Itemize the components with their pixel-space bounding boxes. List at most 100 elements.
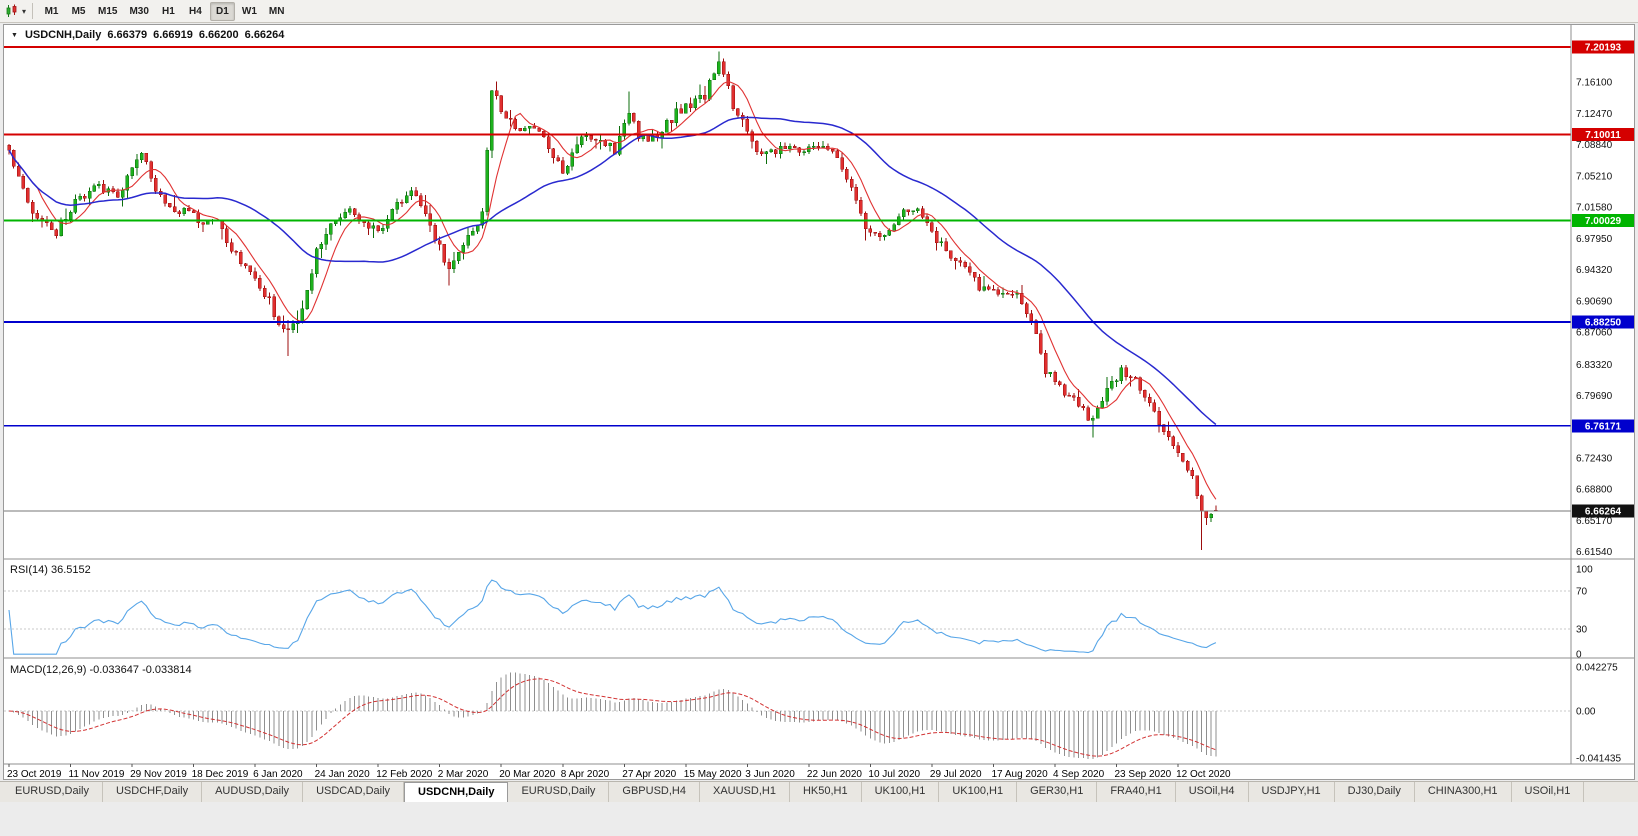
- candle-up: [87, 191, 92, 199]
- timeframe-button-m5[interactable]: M5: [71, 5, 86, 17]
- price-axis-label: 6.83320: [1576, 360, 1613, 371]
- candle-up: [901, 209, 906, 217]
- timeframe-button-w1[interactable]: W1: [241, 5, 257, 17]
- chart-tab-usdcnh-daily[interactable]: USDCNH,Daily: [404, 782, 509, 802]
- candle-down: [1086, 407, 1090, 421]
- chart-tab-xauusd-h1[interactable]: XAUUSD,H1: [700, 782, 790, 802]
- chart-tab-usoil-h1[interactable]: USOil,H1: [1512, 782, 1585, 802]
- level-price-badge: [1572, 40, 1634, 54]
- date-axis-label: 27 Apr 2020: [622, 769, 676, 779]
- candle-up: [329, 223, 333, 235]
- chart-canvas[interactable]: 7.16100 7.12470 7.08840 7.05210 7.01580 6.979…: [4, 25, 1634, 779]
- chart-tab-hk50-h1[interactable]: HK50,H1: [790, 782, 862, 802]
- candle-down: [1138, 377, 1142, 391]
- price-badge-label: 7.00029: [1585, 216, 1622, 227]
- candle-up: [684, 103, 688, 114]
- candle-down: [854, 187, 858, 201]
- candle-down: [1081, 405, 1086, 408]
- chart-tab-ger30-h1[interactable]: GER30,H1: [1017, 782, 1098, 802]
- chart-tab-uk100-h1[interactable]: UK100,H1: [939, 782, 1018, 802]
- chart-tab-gbpusd-h4[interactable]: GBPUSD,H4: [609, 782, 700, 802]
- timeframe-button-m1[interactable]: M1: [44, 5, 59, 17]
- candle-up: [461, 245, 466, 253]
- candle-down: [26, 187, 30, 203]
- ma-slow-line: [8, 116, 1217, 426]
- candle-down: [1062, 384, 1067, 396]
- date-axis-label: 22 Jun 2020: [807, 769, 862, 779]
- candle-up: [717, 61, 721, 74]
- candle-down: [1147, 396, 1152, 404]
- candle-down: [1195, 475, 1199, 497]
- candle-down: [1162, 424, 1166, 432]
- chart-tab-uk100-h1[interactable]: UK100,H1: [862, 782, 940, 802]
- candle-down: [1010, 293, 1015, 296]
- candle-up: [300, 308, 305, 322]
- candle-down: [669, 119, 674, 123]
- timeframe-button-m15[interactable]: M15: [98, 5, 118, 17]
- chart-type-caret-icon[interactable]: ▾: [22, 6, 27, 16]
- rsi-axis-label: 0: [1576, 650, 1582, 661]
- timeframe-button-mn[interactable]: MN: [268, 5, 285, 17]
- rsi-axis-label: 30: [1576, 624, 1588, 635]
- timeframe-button-h1[interactable]: H1: [162, 5, 175, 17]
- chart-tab-china300-h1[interactable]: CHINA300,H1: [1415, 782, 1512, 802]
- timeframe-button-h4[interactable]: H4: [189, 5, 202, 17]
- candle-down: [243, 263, 248, 267]
- candle-down: [1057, 381, 1062, 385]
- chart-tab-eurusd-daily[interactable]: EURUSD,Daily: [508, 782, 610, 802]
- candle-down: [953, 257, 958, 261]
- candle-down: [163, 194, 167, 204]
- timeframe-button-m30[interactable]: M30: [129, 5, 149, 17]
- candle-down: [783, 145, 787, 149]
- chart-tab-usdchf-daily[interactable]: USDCHF,Daily: [103, 782, 203, 802]
- rsi-axis-label: 70: [1576, 587, 1588, 598]
- candle-down: [366, 222, 371, 229]
- candle-up: [1091, 417, 1095, 421]
- candle-up: [456, 252, 461, 262]
- chart-tab-usdcad-daily[interactable]: USDCAD,Daily: [303, 782, 405, 802]
- candle-down: [414, 190, 418, 196]
- candle-down: [1005, 292, 1010, 295]
- candle-down: [191, 210, 196, 213]
- candle-up: [627, 112, 631, 124]
- candle-up: [769, 149, 773, 152]
- candle-down: [546, 136, 551, 149]
- candle-down: [499, 95, 503, 113]
- candle-up: [120, 190, 125, 198]
- candle-down: [258, 278, 262, 289]
- candle-down: [797, 147, 802, 153]
- candle-down: [272, 296, 276, 317]
- chart-tab-dj30-daily[interactable]: DJ30,Daily: [1335, 782, 1415, 802]
- chart-type-icon[interactable]: [5, 4, 20, 18]
- price-axis-label: 6.87060: [1576, 328, 1613, 339]
- candle-down: [1143, 390, 1147, 398]
- candle-up: [390, 208, 395, 220]
- candle-up: [395, 201, 399, 210]
- candle-up: [1015, 293, 1019, 295]
- candle-up: [452, 260, 456, 269]
- chart-tab-usdjpy-h1[interactable]: USDJPY,H1: [1249, 782, 1335, 802]
- candle-up: [475, 225, 480, 232]
- chart-tab-fra40-h1[interactable]: FRA40,H1: [1097, 782, 1176, 802]
- candle-down: [1190, 470, 1195, 477]
- candle-up: [319, 244, 324, 250]
- chart-tab-audusd-daily[interactable]: AUDUSD,Daily: [202, 782, 304, 802]
- price-axis-label: 6.94320: [1576, 265, 1613, 276]
- candle-down: [229, 242, 234, 252]
- quote-open: 6.66379: [107, 29, 148, 41]
- candle-down: [636, 121, 641, 139]
- candle-down: [755, 140, 759, 152]
- candle-up: [68, 211, 73, 220]
- candle-up: [348, 208, 352, 213]
- candle-down: [447, 261, 451, 269]
- candle-up: [584, 135, 589, 138]
- timeframe-button-d1[interactable]: D1: [209, 1, 235, 21]
- candle-up: [381, 227, 385, 231]
- chart-tab-usoil-h4[interactable]: USOil,H4: [1176, 782, 1249, 802]
- candle-up: [698, 95, 702, 99]
- candle-up: [490, 90, 494, 151]
- date-axis-label: 6 Jan 2020: [253, 769, 303, 779]
- candle-down: [7, 144, 11, 151]
- chart-tab-eurusd-daily[interactable]: EURUSD,Daily: [2, 782, 103, 802]
- candle-down: [1067, 394, 1071, 397]
